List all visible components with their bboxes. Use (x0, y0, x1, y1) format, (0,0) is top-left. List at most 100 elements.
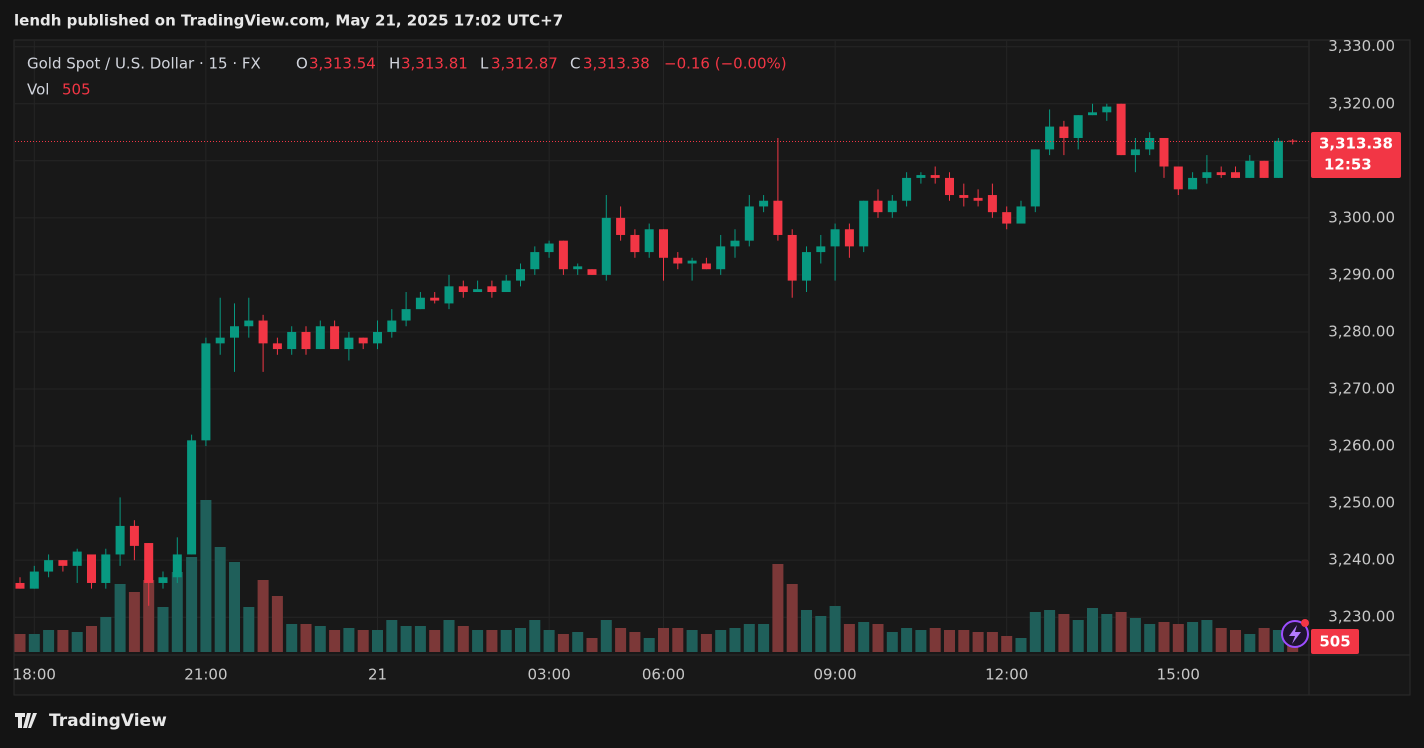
y-tick-label: 3,300.00 (1328, 208, 1395, 226)
candle-body (15, 582, 25, 589)
volume-bar (86, 626, 97, 652)
ohlc-key: O (296, 55, 308, 73)
volume-bar (171, 572, 183, 652)
ohlc-value: 3,313.54 (309, 55, 376, 73)
volume-bar (1244, 634, 1256, 652)
volume-badge (1311, 629, 1359, 654)
y-tick-label: 3,270.00 (1328, 380, 1395, 398)
candle-body (673, 257, 683, 264)
x-tick-label: 06:00 (642, 666, 685, 684)
volume-bar (1072, 620, 1084, 652)
volume-bar (758, 624, 770, 652)
volume-bar (586, 638, 598, 652)
volume-bar (1144, 624, 1156, 652)
candle-body (487, 286, 497, 293)
candle-body (1130, 149, 1140, 156)
x-tick-label: 03:00 (527, 666, 570, 684)
candle-body (959, 195, 969, 198)
volume-bar (14, 634, 26, 652)
x-tick-label: 09:00 (813, 666, 856, 684)
volume-bar (500, 630, 512, 652)
volume-bar (100, 617, 112, 652)
x-tick-label: 18:00 (13, 666, 56, 684)
candle-body (58, 560, 68, 566)
volume-bar (672, 628, 684, 652)
candle-body (802, 252, 811, 281)
volume-bar (1272, 630, 1284, 652)
candle-body (1188, 177, 1198, 190)
candle-body (101, 554, 111, 583)
volume-bar (600, 620, 612, 652)
volume-bar (286, 624, 298, 652)
volume-bar (486, 630, 498, 652)
candle-body (272, 343, 282, 350)
volume-bar (243, 607, 255, 652)
volume-bar (57, 630, 69, 652)
volume-bar (944, 630, 955, 652)
volume-bar (429, 630, 441, 652)
candle-body (1073, 115, 1083, 138)
axes: 3,230.00 3,240.00 3,250.00 3,260.00 3,270.00… (13, 37, 1395, 683)
volume-bar (843, 624, 855, 652)
volume-bar (529, 620, 541, 652)
candle-body (115, 525, 125, 555)
volume-bar (858, 622, 870, 652)
candle-body (644, 229, 654, 253)
volume-bar (1129, 618, 1141, 652)
candle-body (516, 269, 525, 281)
candle-body (844, 229, 854, 247)
candle-body (1173, 166, 1183, 190)
candle-body (887, 200, 897, 213)
ohlc-key: L (480, 55, 489, 73)
change-label: −0.16 (−0.00%) (664, 55, 787, 73)
volume-bar (1258, 628, 1270, 652)
y-tick-label: 3,320.00 (1328, 94, 1395, 112)
volume-bar (629, 632, 641, 652)
volume-bar (1158, 622, 1170, 652)
y-tick-label: 3,250.00 (1328, 494, 1395, 512)
candle-body (158, 577, 168, 583)
candle-body (859, 200, 869, 247)
ohlc-value: 3,313.81 (401, 55, 468, 73)
volume-bar (772, 564, 784, 652)
candle-body (501, 280, 511, 293)
volume-bar (643, 638, 655, 652)
volume-bar (414, 626, 426, 652)
candle-body (987, 195, 997, 213)
volume-bar (472, 630, 484, 652)
volume-bar (1215, 628, 1227, 652)
volume-bar (386, 620, 398, 652)
volume-bar (543, 630, 555, 652)
candle-body (444, 286, 454, 304)
candle-body (230, 326, 239, 338)
candle-body (258, 320, 268, 344)
volume-bar (1101, 614, 1113, 652)
countdown: 12:53 (1324, 156, 1372, 174)
volume-bar (300, 624, 312, 652)
last-price-badge (1311, 132, 1401, 178)
volume-bar (1058, 614, 1070, 652)
volume-key: Vol (27, 81, 49, 99)
volume-bar (1015, 638, 1027, 652)
volume-bar (786, 584, 798, 652)
candle-body (187, 440, 197, 555)
footer-logo: TradingView (15, 711, 167, 731)
volume-bar (515, 628, 526, 652)
candle-body (945, 177, 954, 196)
ohlc-value: 3,313.38 (583, 55, 650, 73)
volume-bar (972, 632, 984, 652)
chart-frame (13, 39, 1411, 696)
ohlc-key: H (389, 55, 400, 73)
candle-body (916, 175, 926, 178)
volume-bar (986, 632, 998, 652)
candle-body (401, 309, 411, 321)
y-tick-label: 3,290.00 (1328, 265, 1395, 283)
y-tick-label: 3,240.00 (1328, 551, 1395, 569)
volume-bar (572, 632, 584, 652)
candle-body (1288, 140, 1298, 142)
publish-header: lendh published on TradingView.com, May … (14, 12, 563, 30)
candle-body (330, 326, 340, 350)
y-tick-label: 3,280.00 (1328, 322, 1395, 340)
alert-icon-bolt (1289, 625, 1301, 644)
